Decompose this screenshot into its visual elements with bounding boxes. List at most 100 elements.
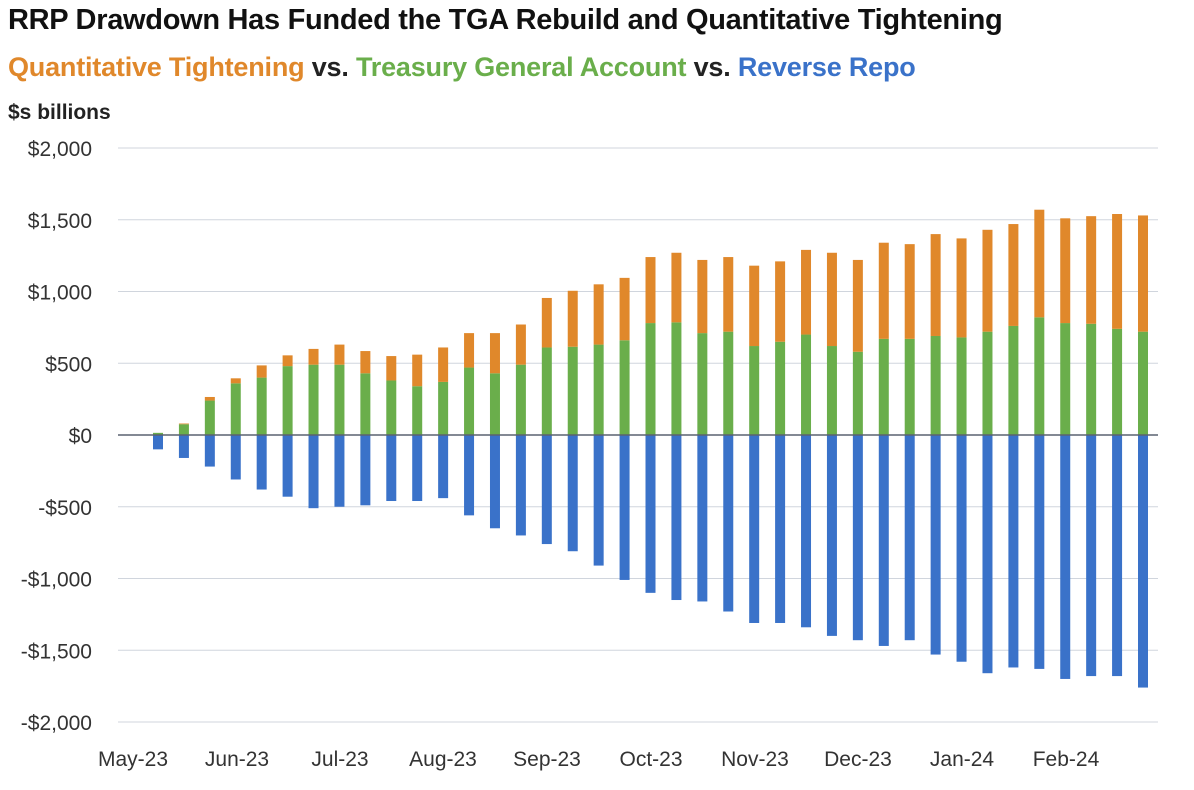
bar-qt — [282, 355, 293, 367]
x-axis-ticks: May-23 Jun-23 Jul-23 Aug-23 Sep-23 Oct-23 Nov-… — [98, 748, 1100, 771]
bar-tga — [1034, 317, 1045, 435]
bar-rrp — [541, 435, 552, 545]
bar-qt — [308, 348, 319, 365]
x-tick-label: Jul-23 — [311, 748, 368, 771]
bar-tga — [412, 386, 423, 435]
bar-rrp — [645, 435, 656, 593]
bar-qt — [878, 242, 889, 339]
bar-tga — [593, 344, 604, 435]
chart-title: RRP Drawdown Has Funded the TGA Rebuild … — [8, 4, 1003, 36]
bar-qt — [1086, 216, 1097, 324]
bar-tga — [256, 377, 267, 435]
bar-rrp — [178, 435, 189, 458]
y-tick-label: $500 — [45, 353, 92, 376]
bar-rrp — [697, 435, 708, 602]
bar-tga — [386, 380, 397, 435]
bar-rrp — [956, 435, 967, 662]
bar-tga — [619, 340, 630, 435]
subtitle-rrp: Reverse Repo — [737, 52, 916, 82]
y-tick-label: -$1,000 — [21, 569, 92, 592]
bar-tga — [308, 364, 319, 435]
subtitle-separator: vs. — [686, 52, 738, 82]
bar-qt — [826, 252, 837, 347]
bar-tga — [178, 424, 189, 435]
x-tick-label: Feb-24 — [1033, 748, 1100, 771]
bar-tga — [904, 338, 915, 435]
bar-qt — [412, 354, 423, 387]
bar-qt — [904, 244, 915, 339]
bar-tga — [489, 373, 500, 435]
bar-tga — [334, 364, 345, 435]
bar-rrp — [619, 435, 630, 580]
x-tick-label: Dec-23 — [824, 748, 892, 771]
y-tick-label: -$1,500 — [21, 640, 92, 663]
chart-subtitle: Quantitative Tightening vs. Treasury Gen… — [8, 52, 916, 83]
x-tick-label: Jun-23 — [205, 748, 269, 771]
bar-rrp — [386, 435, 397, 502]
bar-rrp — [360, 435, 371, 506]
bar-rrp — [438, 435, 449, 499]
bars — [153, 209, 1148, 688]
bar-tga — [567, 346, 578, 435]
x-tick-label: Nov-23 — [721, 748, 789, 771]
x-tick-label: Jan-24 — [930, 748, 995, 771]
bar-qt — [1112, 214, 1123, 329]
y-axis-unit-label: $s billions — [8, 101, 111, 124]
bar-tga — [775, 341, 786, 435]
bar-rrp — [1008, 435, 1019, 668]
bar-tga — [982, 331, 993, 435]
y-tick-label: $0 — [69, 425, 92, 448]
bar-qt — [852, 259, 863, 352]
bar-qt — [723, 257, 734, 332]
bar-qt — [464, 333, 475, 368]
bar-qt — [438, 347, 449, 382]
x-tick-label: Oct-23 — [619, 748, 682, 771]
bar-qt — [386, 356, 397, 381]
bar-rrp — [671, 435, 682, 601]
bar-qt — [334, 344, 345, 365]
bar-rrp — [1138, 435, 1148, 688]
bar-tga — [826, 346, 837, 435]
y-tick-label: $1,000 — [28, 282, 92, 305]
bar-rrp — [256, 435, 267, 490]
y-axis-ticks: $2,000 $1,500 $1,000 $500 $0 -$500 -$1,000 -$1,… — [21, 138, 92, 735]
subtitle-tga: Treasury General Account — [355, 52, 687, 82]
bar-qt — [1138, 215, 1148, 332]
bar-qt — [204, 396, 215, 401]
bar-qt — [956, 238, 967, 338]
bar-tga — [930, 335, 941, 435]
bar-tga — [1086, 323, 1097, 435]
bar-qt — [671, 252, 682, 323]
bar-rrp — [334, 435, 345, 507]
y-tick-label: -$2,000 — [21, 712, 92, 735]
bar-tga — [801, 334, 812, 435]
bar-rrp — [826, 435, 837, 636]
bar-tga — [852, 351, 863, 435]
bar-qt — [697, 259, 708, 334]
x-tick-label: Aug-23 — [409, 748, 477, 771]
bar-rrp — [801, 435, 812, 628]
bar-rrp — [412, 435, 423, 502]
bar-tga — [1008, 325, 1019, 435]
bar-qt — [256, 365, 267, 378]
bar-qt — [1060, 218, 1071, 324]
bar-qt — [178, 423, 189, 425]
bar-tga — [1138, 331, 1148, 435]
bar-rrp — [593, 435, 604, 566]
bar-tga — [230, 383, 241, 435]
bar-tga — [515, 364, 526, 435]
x-tick-label: May-23 — [98, 748, 168, 771]
bar-rrp — [1086, 435, 1097, 677]
bar-rrp — [930, 435, 941, 655]
bar-qt — [619, 277, 630, 341]
bar-qt — [230, 378, 241, 384]
bar-rrp — [878, 435, 889, 646]
bar-qt — [489, 333, 500, 374]
bar-qt — [541, 297, 552, 348]
bar-rrp — [1112, 435, 1123, 677]
bar-tga — [282, 366, 293, 435]
bar-qt — [749, 265, 760, 347]
bar-rrp — [982, 435, 993, 674]
bar-tga — [541, 347, 552, 435]
